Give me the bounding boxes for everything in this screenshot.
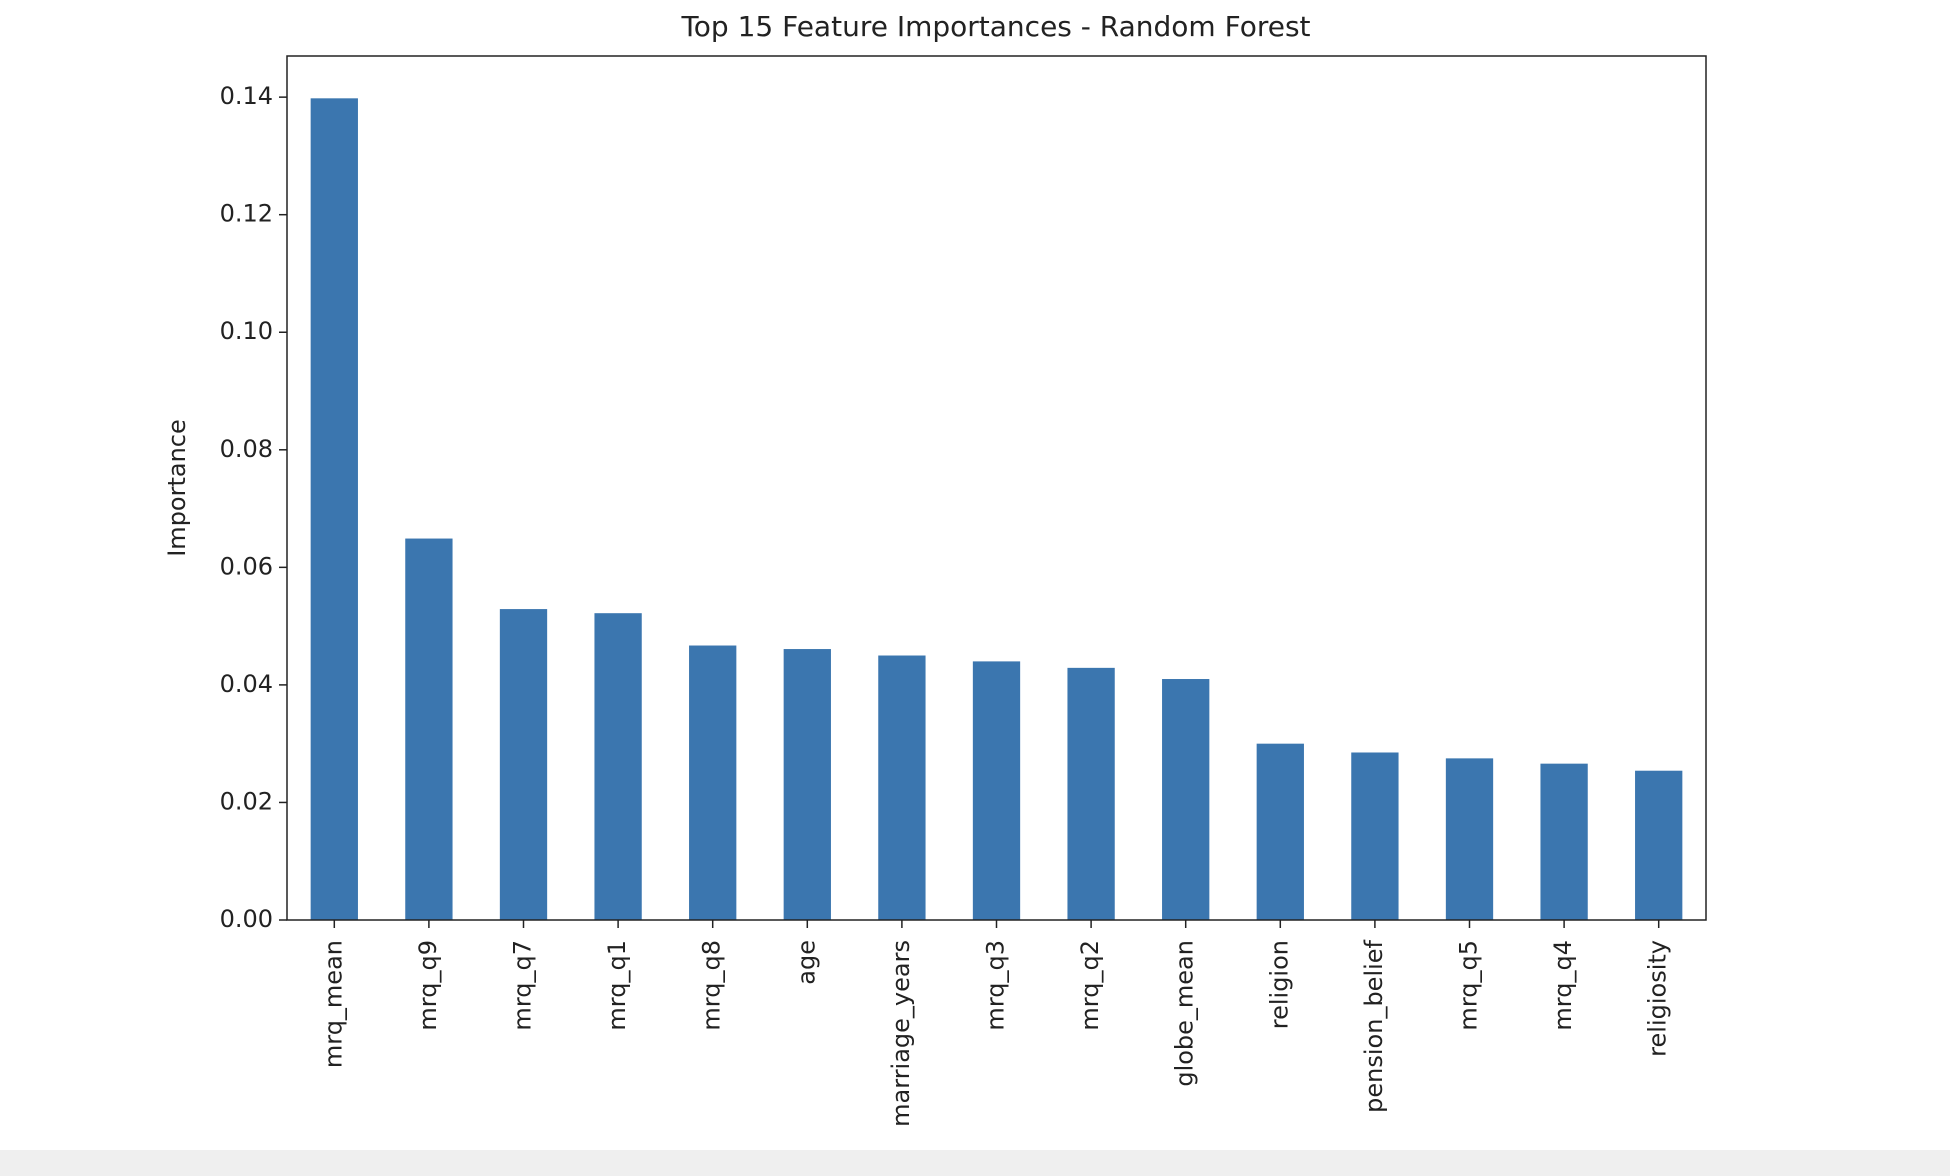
bar: [1445, 758, 1494, 920]
bar: [310, 98, 358, 921]
plot-frame: [286, 55, 1707, 921]
y-tick-label: 0.06: [220, 552, 273, 580]
x-tick-label: mrq_q4: [1549, 940, 1577, 1031]
bar: [878, 655, 926, 920]
x-tick-label: marriage_years: [887, 940, 915, 1127]
bar: [1067, 667, 1115, 920]
x-tick-label: mrq_q5: [1455, 940, 1483, 1031]
bar: [1351, 752, 1399, 920]
y-axis-label: Importance: [163, 419, 191, 557]
bar: [1635, 770, 1683, 920]
bar: [405, 538, 453, 920]
bottom-strip: [0, 1150, 1950, 1176]
bar: [783, 649, 831, 920]
bar: [1540, 763, 1588, 920]
y-tick-label: 0.10: [220, 317, 273, 345]
x-tick-label: religiosity: [1644, 940, 1672, 1057]
bar: [1256, 743, 1304, 920]
x-tick-label: mrq_mean: [319, 940, 347, 1068]
x-tick-label: mrq_q9: [414, 940, 442, 1031]
x-tick-label: mrq_q1: [603, 940, 631, 1031]
x-tick-label: religion: [1265, 940, 1293, 1029]
y-tick-label: 0.12: [220, 200, 273, 228]
x-tick-label: mrq_q8: [698, 940, 726, 1031]
x-tick-label: age: [792, 940, 820, 985]
bar: [499, 609, 548, 920]
bar: [594, 613, 642, 920]
x-tick-label: mrq_q7: [509, 940, 537, 1031]
y-tick-label: 0.08: [220, 435, 273, 463]
x-tick-label: pension_belief: [1360, 939, 1388, 1112]
y-tick-label: 0.02: [220, 787, 273, 815]
bar: [1162, 679, 1210, 920]
y-tick-label: 0.00: [220, 905, 273, 933]
x-tick-label: mrq_q2: [1076, 940, 1104, 1031]
bar: [689, 645, 737, 920]
y-tick-label: 0.14: [220, 82, 273, 110]
y-tick-label: 0.04: [220, 670, 273, 698]
x-tick-label: mrq_q3: [982, 940, 1010, 1031]
bar: [972, 661, 1021, 920]
chart-title: Top 15 Feature Importances - Random Fore…: [680, 10, 1310, 43]
x-tick-label: globe_mean: [1171, 940, 1199, 1087]
